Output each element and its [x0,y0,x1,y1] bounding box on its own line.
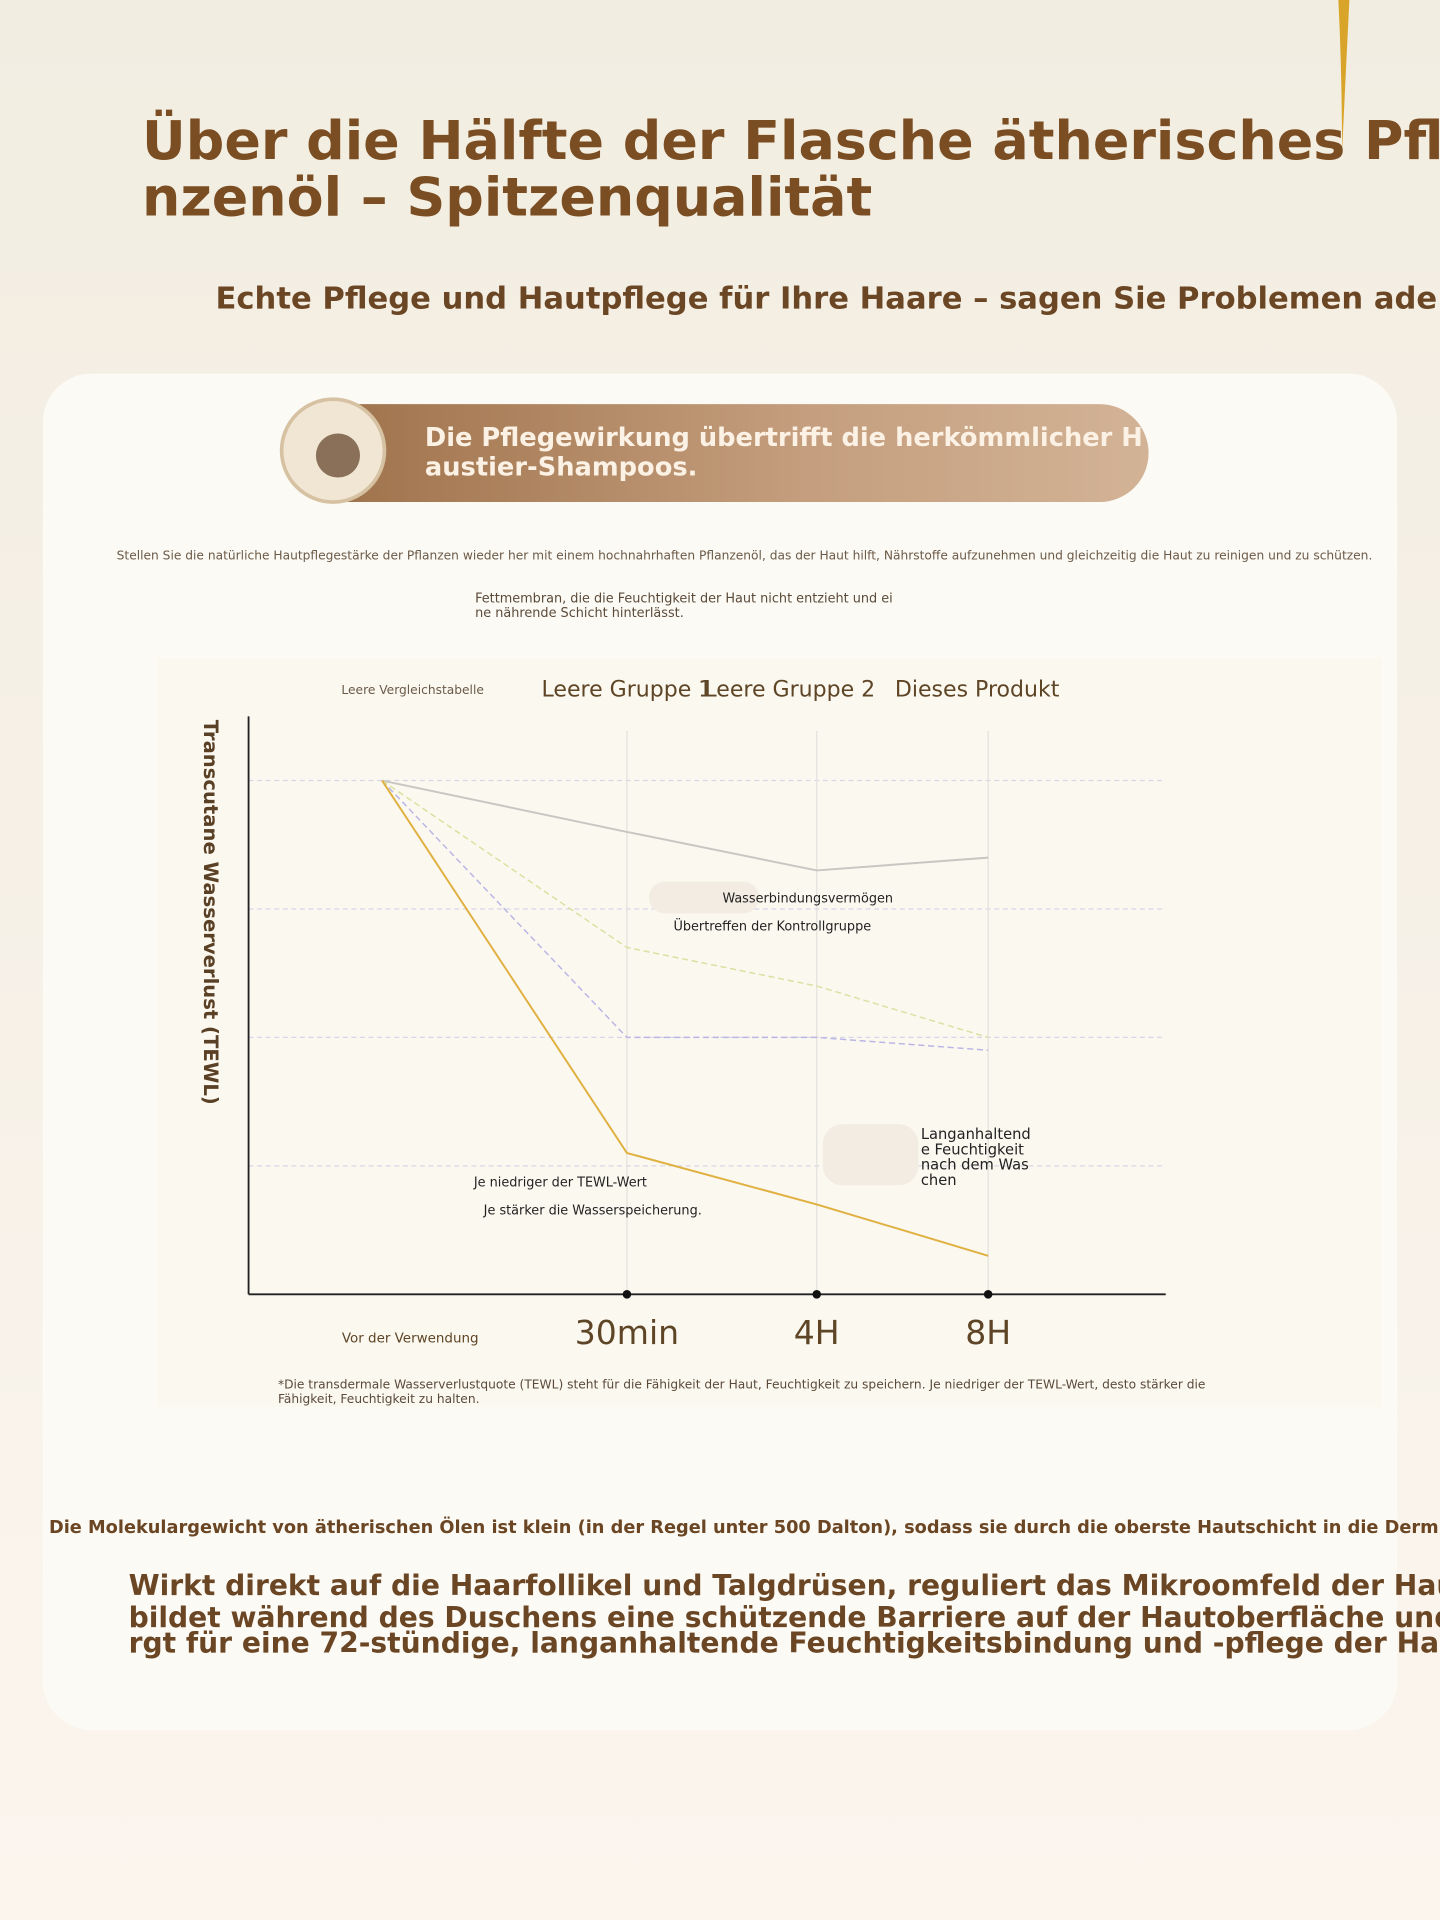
banner-line: austier-Shampoos. [425,452,698,482]
annotation: Je stärker die Wasserspeicherung. [483,1204,702,1219]
x-tick-label: Vor der Verwendung [342,1331,479,1346]
x-tick-label: 4H [794,1313,840,1352]
membrane-line: Fettmembran, die die Feuchtigkeit der Ha… [475,591,893,606]
footnote-line: Fähigkeit, Feuchtigkeit zu halten. [278,1392,480,1406]
annotation: nach dem Was [921,1157,1029,1174]
x-tick-dot [622,1290,632,1299]
footnote-line: *Die transdermale Wasserverlustquote (TE… [278,1377,1205,1391]
annotation-glow [822,1124,919,1186]
title-line: Über die Hälfte der Flasche ätherisches … [142,109,1440,172]
title-line: nzenöl – Spitzenqualität [142,165,872,228]
body-line: bildet während des Duschens eine schütze… [129,1601,1440,1634]
molecular-text: Die Molekulargewicht von ätherischen Öle… [49,1516,1440,1538]
badge-icon [315,433,360,478]
legend-entry: Leere Gruppe 2 [704,678,875,703]
annotation: Wasserbindungsvermögen [722,891,893,906]
series-line [381,779,989,1039]
chart: Leere Vergleichstabelle Transcutane Wasse… [199,678,1166,1352]
annotation: e Feuchtigkeit [921,1141,1024,1158]
annotation: chen [921,1172,957,1189]
x-tick-dot [983,1290,993,1299]
x-tick-label: 8H [965,1313,1011,1352]
subtitle: Echte Pflege und Hautpflege für Ihre Haa… [216,282,1440,317]
series-line [381,780,989,1257]
membrane-line: ne nährende Schicht hinterlässt. [475,606,684,621]
banner-pill [293,404,1149,503]
y-axis-label: Transcutane Wasserverlust (TEWL) [199,720,222,1105]
legend-entry: Leere Gruppe 1 [542,678,713,703]
chart-panel [156,657,1382,1407]
banner-line: Die Pflegewirkung übertrifft die herkömm… [425,423,1143,453]
annotation-glow [648,881,760,914]
body-line: Wirkt direkt auf die Haarfollikel und Ta… [129,1569,1440,1602]
chart-title: Leere Vergleichstabelle [341,683,483,697]
oil-drop [1338,0,1350,154]
annotation: Übertreffen der Kontrollgruppe [673,917,871,934]
annotation: Je niedriger der TEWL-Wert [473,1175,647,1190]
annotation: Langanhaltend [921,1126,1031,1143]
series-line [381,779,989,872]
x-tick-dot [812,1290,822,1299]
x-tick-label: 30min [575,1313,679,1352]
legend-entry: Dieses Produkt [895,678,1060,703]
body-line: rgt für eine 72-stündige, langanhaltende… [129,1626,1440,1659]
intro: Stellen Sie die natürliche Hautpflegestä… [117,548,1373,562]
series-line [381,780,989,1051]
